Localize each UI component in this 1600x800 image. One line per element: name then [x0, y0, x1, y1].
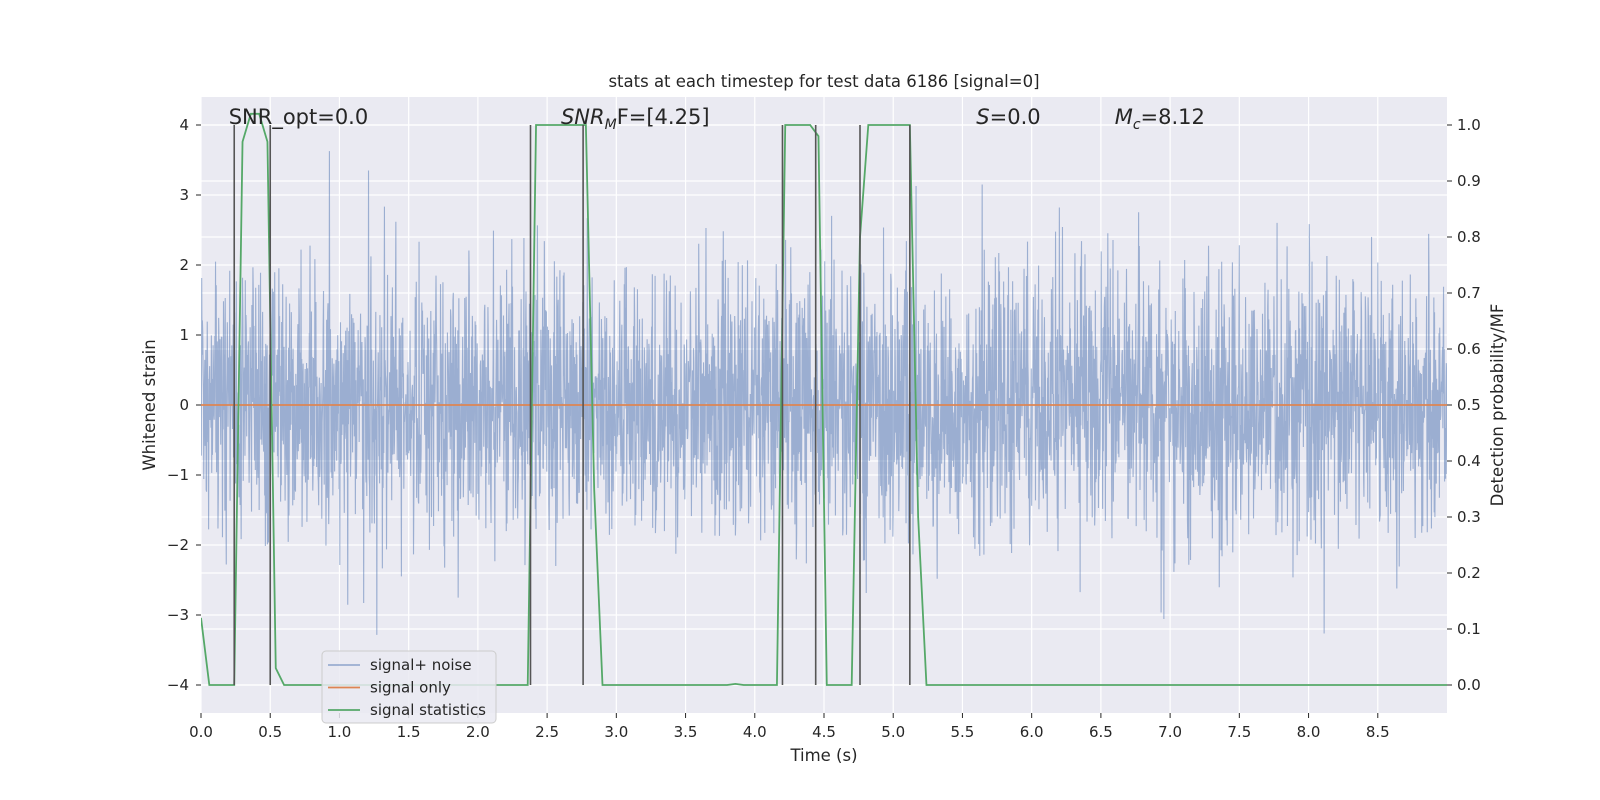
legend: signal+ noise signal only signal statistic… [321, 650, 497, 724]
right-y-tick-label: 0.6 [1457, 340, 1481, 358]
x-tick-label: 4.5 [812, 723, 836, 741]
y-axis-label: Whitened strain [140, 339, 159, 470]
legend-label: signal statistics [370, 701, 486, 719]
x-tick-label: 0.5 [258, 723, 282, 741]
y-tick-label: 4 [179, 116, 189, 134]
x-tick-label: 3.5 [674, 723, 698, 741]
y-tick-label: −1 [167, 466, 189, 484]
right-y-tick-label: 0.3 [1457, 508, 1481, 526]
chart-title: stats at each timestep for test data 618… [608, 72, 1039, 91]
y-tick-label: 1 [179, 326, 189, 344]
series-signal-noise [201, 151, 1447, 635]
x-tick-label: 1.0 [328, 723, 352, 741]
x-tick-label: 5.5 [951, 723, 975, 741]
x-axis-label: Time (s) [789, 746, 857, 765]
x-tick-label: 7.0 [1158, 723, 1182, 741]
right-y-tick-label: 0.7 [1457, 284, 1481, 302]
legend-label: signal only [370, 679, 451, 697]
axis-ticks: 0.0 0.5 1.0 1.5 2.0 2.5 3.0 3.5 4.0 4.5 5.0 5.5 6.0 6… [167, 116, 1481, 741]
x-tick-label: 6.0 [1020, 723, 1044, 741]
annotation-s: S=0.0 [976, 105, 1040, 129]
annotation-mc: Mc=8.12 [1115, 105, 1205, 133]
annotation-snr-opt: SNR_opt=0.0 [229, 105, 369, 130]
x-tick-label: 1.5 [397, 723, 421, 741]
right-y-tick-label: 0.1 [1457, 620, 1481, 638]
signal-noise-line [201, 151, 1447, 635]
right-y-tick-label: 0.0 [1457, 676, 1481, 694]
x-tick-label: 2.5 [535, 723, 559, 741]
right-y-tick-label: 0.4 [1457, 452, 1481, 470]
detection-vlines [233, 125, 911, 685]
x-tick-label: 8.5 [1366, 723, 1390, 741]
y-tick-label: −4 [167, 676, 189, 694]
series-signal-statistics [201, 112, 1447, 686]
x-tick-label: 6.5 [1089, 723, 1113, 741]
x-tick-label: 4.0 [743, 723, 767, 741]
right-y-tick-label: 0.5 [1457, 396, 1481, 414]
x-tick-label: 7.5 [1227, 723, 1251, 741]
x-tick-label: 5.0 [881, 723, 905, 741]
y-tick-label: 2 [179, 256, 189, 274]
legend-box [321, 650, 497, 724]
x-tick-label: 8.0 [1297, 723, 1321, 741]
legend-label: signal+ noise [370, 656, 472, 674]
y-tick-label: −3 [167, 606, 189, 624]
signal-statistics-line [201, 112, 1447, 686]
annotations: SNR_opt=0.0 SNRMF=[4.25] S=0.0 Mc=8.12 [229, 105, 1205, 133]
y-tick-label: −2 [167, 536, 189, 554]
x-tick-label: 2.0 [466, 723, 490, 741]
right-y-axis-label: Detection probability/MF [1488, 304, 1507, 507]
y-tick-label: 3 [179, 186, 189, 204]
annotation-snr-mf: SNRMF=[4.25] [561, 105, 710, 133]
x-tick-label: 0.0 [189, 723, 213, 741]
x-tick-label: 3.0 [604, 723, 628, 741]
y-tick-label: 0 [179, 396, 189, 414]
plot-content [201, 112, 1447, 686]
right-y-tick-label: 0.2 [1457, 564, 1481, 582]
right-y-tick-label: 1.0 [1457, 116, 1481, 134]
right-y-tick-label: 0.9 [1457, 172, 1481, 190]
right-y-tick-label: 0.8 [1457, 228, 1481, 246]
